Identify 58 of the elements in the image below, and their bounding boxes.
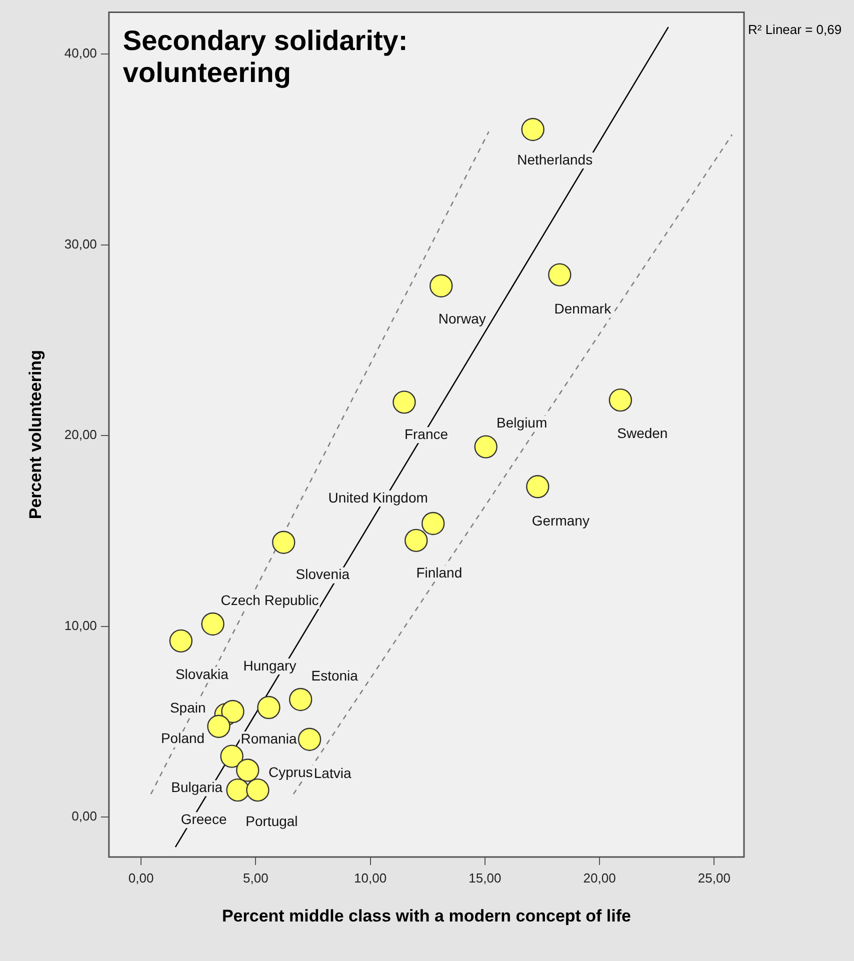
point bbox=[298, 728, 322, 751]
y-tick-label: 20,00 bbox=[64, 427, 97, 442]
point bbox=[220, 744, 244, 768]
annotation: France bbox=[404, 426, 448, 442]
annotation: Belgium bbox=[496, 414, 548, 431]
point bbox=[526, 475, 550, 498]
annotation: Greece bbox=[180, 810, 227, 827]
annotation: Netherlands bbox=[517, 151, 593, 168]
annotation: Norway bbox=[438, 310, 486, 327]
annotation: Poland bbox=[160, 730, 205, 746]
x-tick-label: 10,00 bbox=[354, 870, 387, 886]
y-axis-title: Percent volunteering bbox=[26, 350, 45, 520]
point bbox=[236, 758, 260, 782]
point bbox=[169, 629, 193, 653]
annotation: Spain bbox=[170, 699, 206, 716]
annotation: Hungary bbox=[243, 657, 296, 674]
annotation: Portugal bbox=[246, 812, 298, 829]
annotation: Denmark bbox=[554, 300, 612, 317]
point bbox=[521, 118, 544, 142]
annotation: Romania bbox=[240, 730, 297, 746]
y-tick-label: 0,00 bbox=[72, 808, 97, 824]
point bbox=[221, 700, 244, 724]
point bbox=[548, 263, 572, 286]
y-tick-label: 30,00 bbox=[64, 236, 97, 252]
point bbox=[257, 696, 280, 720]
x-tick-label: 25,00 bbox=[698, 870, 730, 886]
annotation: Estonia bbox=[311, 667, 358, 684]
point bbox=[289, 688, 312, 712]
y-tick-label: 10,00 bbox=[64, 618, 97, 633]
point bbox=[608, 388, 632, 412]
annotation: Sweden bbox=[617, 424, 668, 441]
annotation: Slovenia bbox=[296, 566, 350, 582]
x-axis-title: Percent middle class with a modern concept of life bbox=[222, 906, 631, 926]
point bbox=[207, 714, 230, 738]
point bbox=[272, 530, 296, 554]
x-tick-label: 5,00 bbox=[243, 870, 268, 886]
point bbox=[246, 778, 270, 802]
text: Secondary solidarity: volunteering bbox=[122, 25, 408, 88]
point bbox=[474, 435, 498, 458]
point bbox=[430, 274, 453, 298]
point bbox=[404, 528, 428, 552]
annotation: Bulgaria bbox=[171, 779, 223, 796]
point bbox=[201, 612, 224, 636]
y-tick-label: 40,00 bbox=[64, 46, 97, 61]
x-tick-label: 0,00 bbox=[128, 870, 154, 886]
annotation: Latvia bbox=[314, 765, 352, 782]
x-tick-label: 15,00 bbox=[468, 870, 502, 886]
point bbox=[422, 512, 445, 536]
annotation: Czech Republic bbox=[220, 592, 319, 608]
text: R² Linear = 0,69 bbox=[748, 22, 842, 37]
annotation: Cyprus bbox=[268, 764, 313, 780]
annotation: Germany bbox=[532, 512, 590, 529]
point bbox=[226, 778, 250, 802]
point bbox=[392, 390, 416, 414]
annotation: United Kingdom bbox=[328, 489, 428, 506]
annotation: Slovakia bbox=[175, 666, 229, 682]
annotation: Finland bbox=[416, 564, 462, 580]
x-tick-label: 20,00 bbox=[583, 870, 616, 886]
